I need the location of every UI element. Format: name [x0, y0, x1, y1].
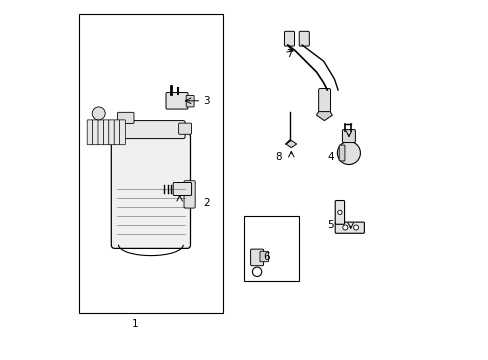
Text: 5: 5 [327, 220, 333, 230]
Circle shape [342, 225, 347, 230]
FancyBboxPatch shape [98, 120, 103, 145]
FancyBboxPatch shape [103, 120, 109, 145]
Text: 1: 1 [131, 319, 138, 329]
FancyBboxPatch shape [178, 123, 191, 134]
FancyBboxPatch shape [318, 89, 330, 113]
Circle shape [252, 267, 261, 276]
FancyBboxPatch shape [114, 120, 120, 145]
Circle shape [353, 225, 358, 230]
FancyBboxPatch shape [183, 181, 195, 208]
FancyBboxPatch shape [166, 93, 187, 109]
FancyBboxPatch shape [92, 120, 98, 145]
Polygon shape [285, 140, 296, 148]
Polygon shape [316, 112, 332, 121]
FancyBboxPatch shape [186, 95, 194, 107]
FancyBboxPatch shape [117, 112, 134, 123]
FancyBboxPatch shape [335, 222, 364, 233]
Circle shape [337, 210, 342, 215]
FancyBboxPatch shape [339, 145, 344, 161]
FancyBboxPatch shape [250, 249, 263, 266]
FancyBboxPatch shape [342, 130, 355, 143]
Bar [79, 14, 223, 313]
Text: 6: 6 [262, 252, 269, 262]
FancyBboxPatch shape [299, 31, 309, 46]
FancyBboxPatch shape [117, 121, 185, 139]
Text: 2: 2 [203, 198, 209, 208]
FancyBboxPatch shape [108, 120, 114, 145]
Text: 8: 8 [275, 152, 282, 162]
FancyBboxPatch shape [335, 201, 344, 224]
Bar [244, 216, 298, 281]
FancyBboxPatch shape [284, 31, 294, 46]
FancyBboxPatch shape [173, 183, 191, 195]
FancyBboxPatch shape [87, 120, 93, 145]
FancyBboxPatch shape [120, 120, 125, 145]
Circle shape [337, 141, 360, 165]
FancyBboxPatch shape [260, 251, 268, 262]
FancyBboxPatch shape [111, 133, 190, 248]
Circle shape [92, 107, 105, 120]
Text: 4: 4 [327, 152, 333, 162]
Text: 3: 3 [203, 96, 209, 106]
Text: 7: 7 [285, 49, 292, 59]
